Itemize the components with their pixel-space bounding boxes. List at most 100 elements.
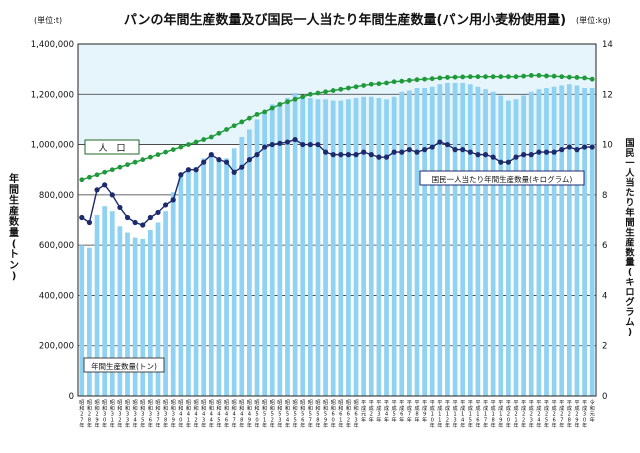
bar (178, 176, 184, 396)
bar (201, 158, 207, 396)
y-left-tick-label: 1,200,000 (31, 90, 74, 100)
population-point (406, 78, 412, 83)
per-capita-point (422, 147, 428, 153)
x-tick-label: 平成 3 年 (376, 399, 381, 423)
y-right-tick-label: 2 (602, 342, 607, 352)
per-capita-point (178, 172, 184, 178)
bar (148, 230, 153, 396)
bar (346, 99, 351, 397)
per-capita-point (452, 147, 458, 153)
population-point (589, 76, 595, 82)
population-point (528, 73, 534, 78)
x-tick-label: 平成 9 年 (422, 399, 427, 423)
x-tick-label: 昭和 6 1 年 (338, 399, 343, 429)
x-tick-label: 昭和 5 8 年 (315, 399, 320, 429)
x-tick-label: 令和元年 (590, 398, 596, 423)
population-point (330, 88, 336, 93)
per-capita-point (147, 214, 153, 221)
bar (429, 86, 435, 396)
x-tick-label: 昭和 3 2 年 (117, 399, 122, 429)
x-tick-label: 昭和 5 0 年 (254, 399, 259, 429)
bar (483, 89, 488, 396)
x-tick-label: 平成 7 年 (407, 399, 412, 423)
y-right-tick-label: 10 (602, 141, 613, 151)
x-tick-label: 昭和 5 1 年 (262, 399, 267, 429)
bar (300, 95, 306, 397)
bar (224, 158, 229, 396)
per-capita-point (429, 144, 435, 150)
population-point (422, 76, 428, 82)
x-tick-label: 昭和 4 8 年 (239, 399, 244, 429)
y-right-tick-label: 0 (602, 392, 607, 402)
bar (391, 96, 397, 397)
population-point (79, 177, 85, 183)
x-tick-label: 平成 2 年 (369, 399, 374, 423)
per-capita-point (86, 219, 93, 226)
x-tick-label: 昭和 4 2 年 (193, 399, 198, 429)
bar (566, 84, 572, 396)
x-tick-label: 平成 6 年 (399, 399, 404, 423)
population-point (170, 147, 176, 153)
bar (254, 119, 260, 396)
x-tick-label: 平成 1 3 年 (452, 399, 457, 429)
bar (368, 96, 374, 397)
bar (307, 98, 313, 397)
per-capita-point (399, 149, 405, 155)
per-capita-point (566, 144, 572, 150)
population-point (338, 86, 344, 92)
per-capita-point (254, 152, 260, 158)
per-capita-point (185, 167, 192, 173)
x-tick-label: 昭和 3 4 年 (133, 399, 138, 429)
population-point (193, 139, 199, 145)
x-tick-label: 平成 2 0 年 (506, 399, 511, 429)
population-point (178, 144, 184, 150)
population-point (452, 74, 458, 80)
bar-series (79, 82, 595, 397)
per-capita-point (551, 149, 557, 155)
per-capita-point (94, 187, 100, 193)
population-point (186, 142, 191, 147)
bar (109, 211, 115, 396)
bar (353, 98, 359, 397)
annotation-production: 年間生産数量(トン) (83, 357, 165, 373)
bar (414, 88, 420, 396)
bar (361, 96, 367, 397)
x-tick-label: 平成 1 6 年 (475, 399, 480, 429)
population-point (117, 164, 123, 170)
y-left-tick-label: 0 (69, 392, 74, 402)
per-capita-point (353, 152, 359, 158)
x-tick-label: 平成 1 8 年 (491, 399, 496, 429)
annotation-production-text: 年間生産数量(トン) (91, 361, 157, 371)
population-point (155, 152, 161, 158)
population-point (368, 81, 374, 87)
bar (490, 91, 496, 397)
population-point (414, 77, 420, 83)
per-capita-point (513, 154, 519, 160)
y-left-tick-label: 200,000 (39, 342, 74, 352)
annotation-per-capita: 国民一人当たり年間生産数量(キログラム) (419, 170, 585, 186)
bar (125, 232, 130, 396)
bar (285, 98, 290, 397)
x-tick-label: 平成 2 3 年 (529, 399, 534, 429)
bar (216, 158, 222, 396)
bar (94, 214, 100, 396)
bar (239, 137, 245, 396)
population-point (315, 90, 321, 96)
per-capita-point (132, 219, 138, 226)
per-capita-point (124, 214, 131, 221)
bar (315, 99, 321, 397)
bar (79, 245, 85, 396)
population-point (300, 94, 306, 100)
population-point (231, 123, 237, 129)
x-tick-label: 平成 2 6 年 (552, 399, 557, 429)
per-capita-point (444, 141, 451, 148)
population-point (361, 83, 367, 88)
bar (452, 82, 458, 396)
per-capita-point (239, 164, 245, 170)
per-capita-point (170, 197, 176, 203)
population-point (224, 127, 229, 132)
y-right-tick-label: 8 (602, 191, 607, 201)
bar (376, 98, 382, 397)
x-tick-label: 昭和 4 1 年 (186, 399, 191, 429)
